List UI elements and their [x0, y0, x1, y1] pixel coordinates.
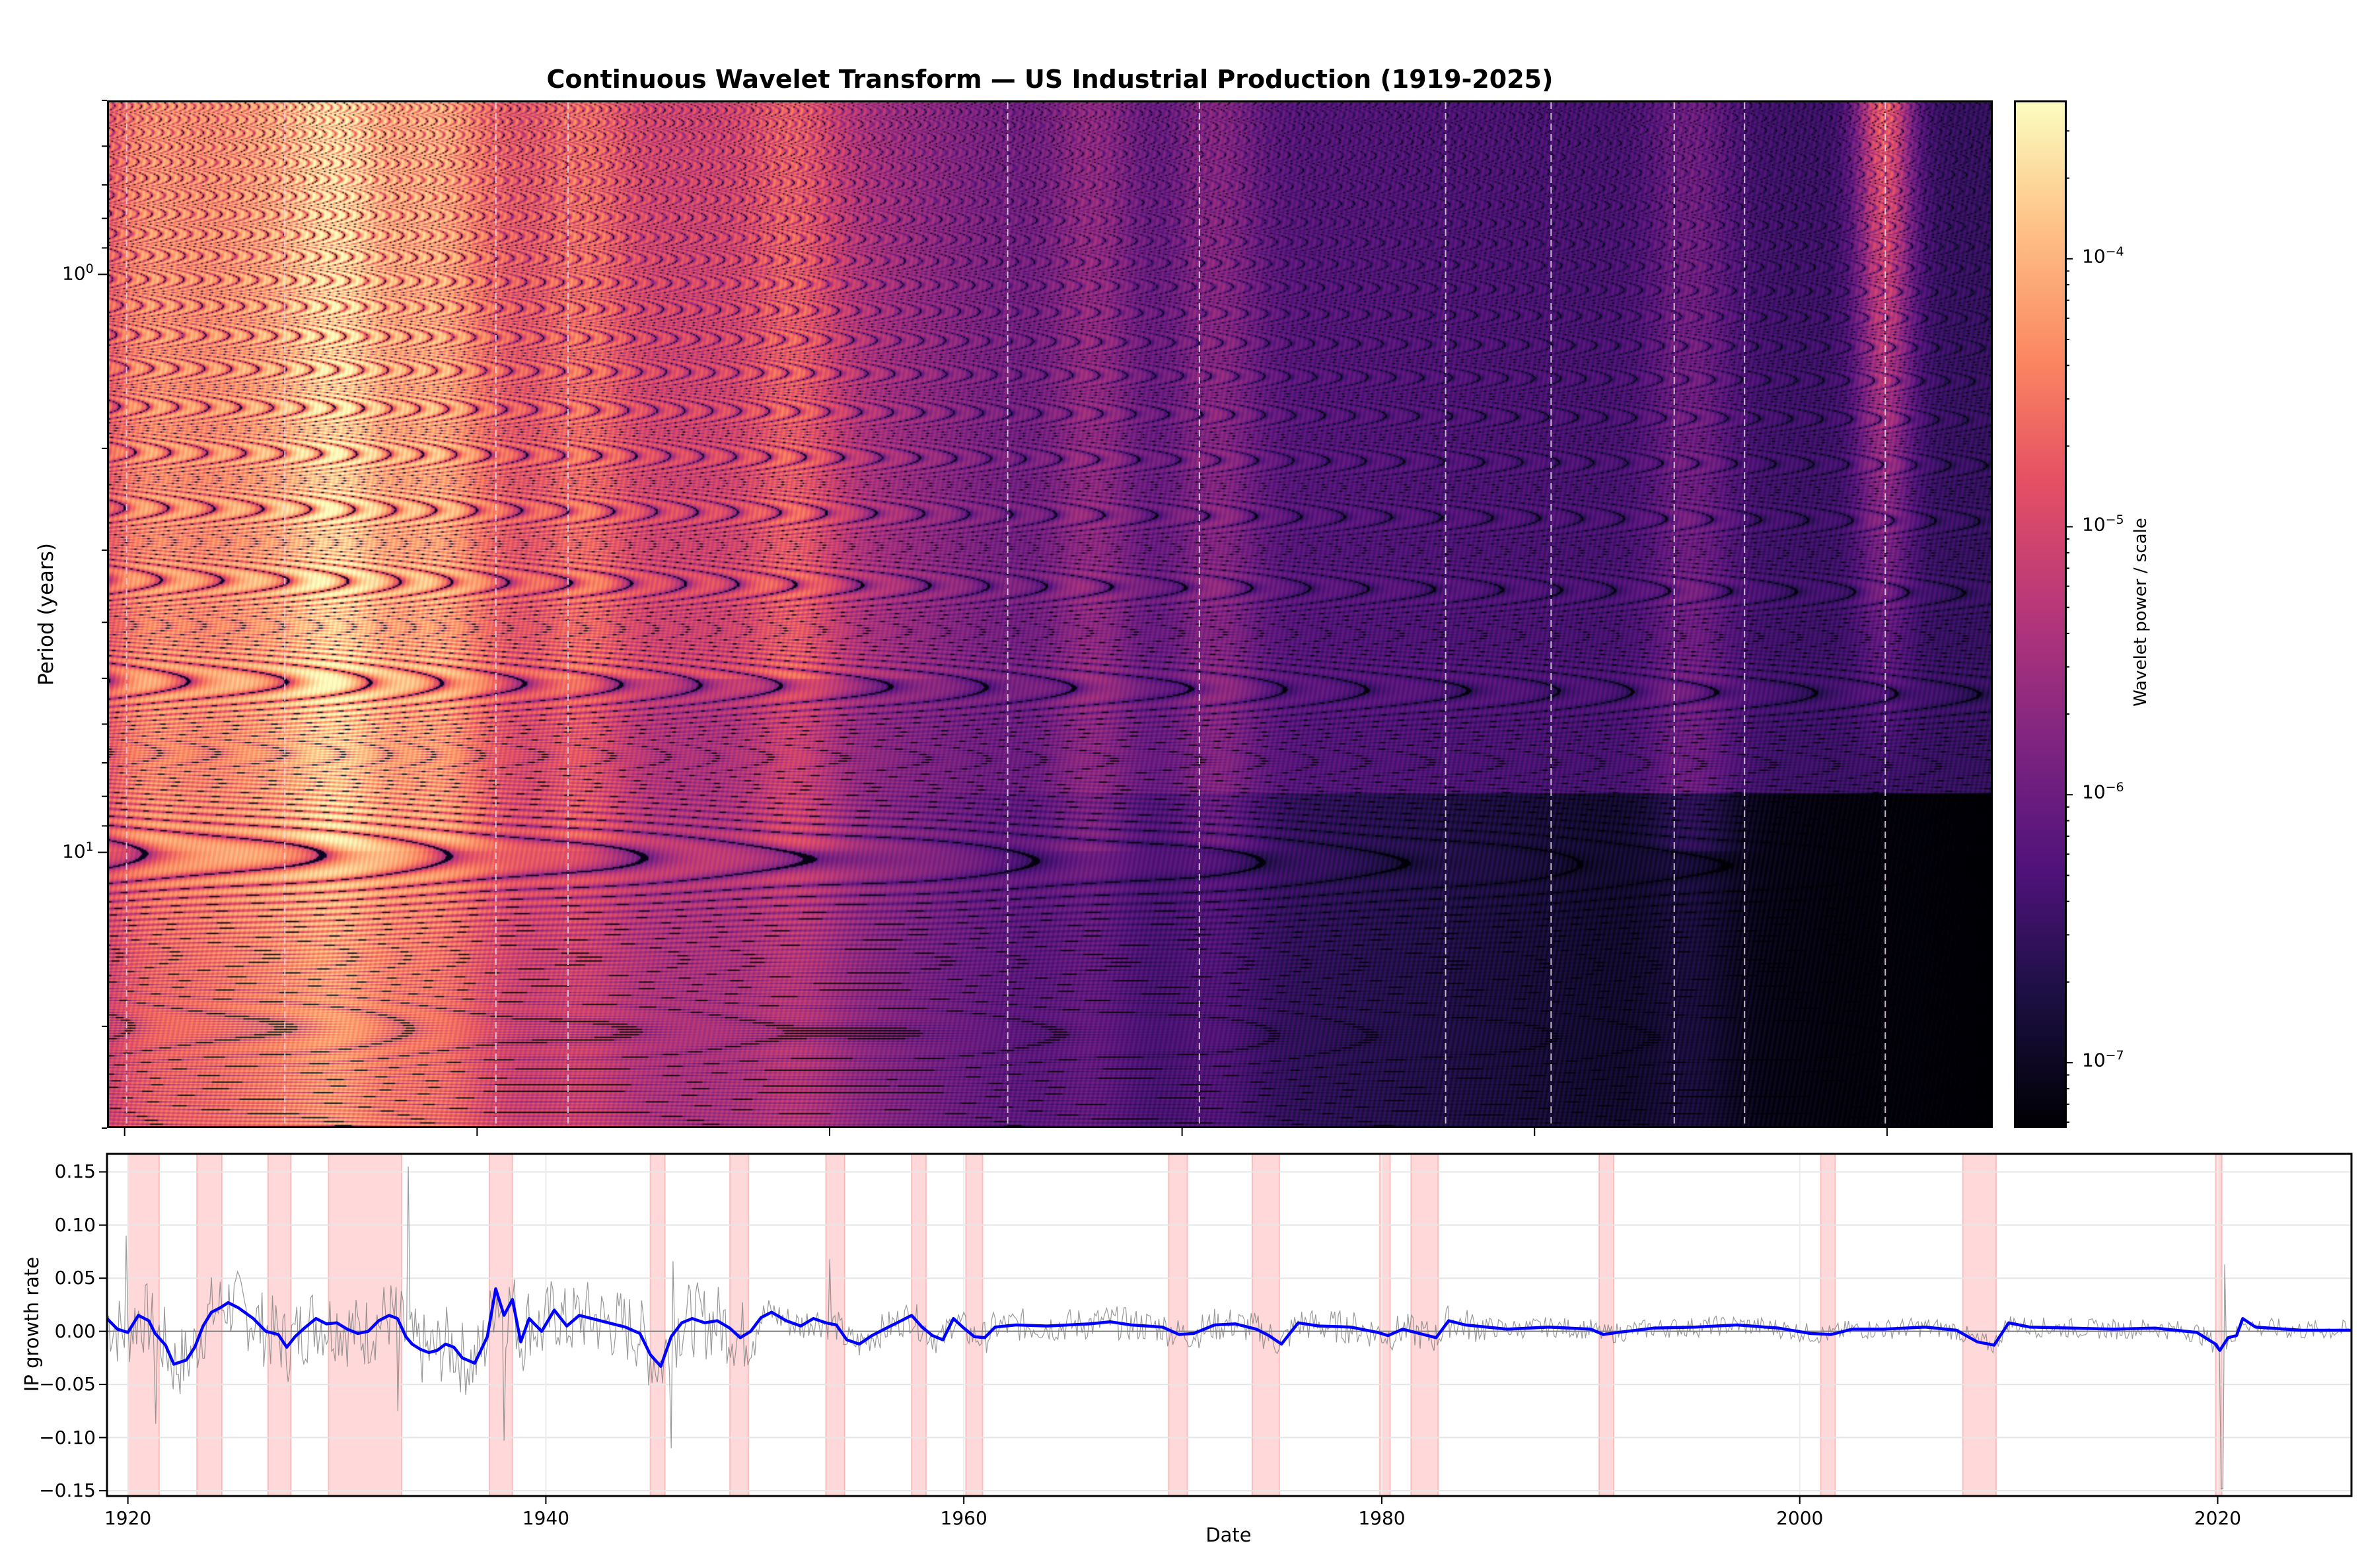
recession-band — [1962, 1153, 1997, 1497]
recession-band — [965, 1153, 984, 1497]
xtick-label: 1940 — [522, 1507, 570, 1529]
ytick-label: −0.15 — [39, 1479, 96, 1501]
recession-band — [649, 1153, 666, 1497]
growth-rate-chart — [99, 1153, 2353, 1504]
date-axis-label: Date — [1205, 1524, 1252, 1546]
colorbar-tick-1e-7: 10−7 — [2082, 1048, 2124, 1071]
wavelet-heatmap — [107, 100, 1993, 1128]
ytick-label: 0.10 — [54, 1213, 96, 1236]
ytick-label: 0.05 — [54, 1267, 96, 1289]
colorbar — [2014, 100, 2067, 1128]
ytick-label: 0.15 — [54, 1160, 96, 1183]
smoothed-growth-line — [106, 1287, 2351, 1368]
colorbar-label: Wavelet power / scale — [2131, 518, 2151, 707]
ytick-label-10e1: 101 — [62, 839, 94, 863]
recession-band — [1410, 1153, 1439, 1497]
time-axis-ticks — [124, 1127, 1888, 1136]
recession-band — [729, 1153, 750, 1497]
y-ticks — [99, 1171, 107, 1491]
plot-frame — [106, 1153, 2353, 1497]
recession-bands — [127, 1153, 2223, 1497]
ytick-label-10e0: 100 — [62, 262, 94, 285]
ytick-label: −0.10 — [39, 1426, 96, 1448]
xtick-label: 1960 — [940, 1507, 987, 1529]
chart-title: Continuous Wavelet Transform — US Indust… — [546, 65, 1554, 94]
xtick-label: 1980 — [1358, 1507, 1406, 1529]
recession-band — [1251, 1153, 1280, 1497]
recession-band — [196, 1153, 223, 1497]
period-axis-label: Period (years) — [34, 542, 58, 686]
x-ticks — [127, 1496, 2219, 1504]
monthly-growth-line — [106, 1166, 2349, 1489]
colorbar-tick-1e-4: 10−4 — [2082, 244, 2124, 267]
recession-band — [1820, 1153, 1836, 1497]
colorbar-tick-1e-6: 10−6 — [2082, 780, 2124, 803]
wavelet-power-image — [109, 102, 1991, 1126]
xtick-label: 1920 — [104, 1507, 152, 1529]
recession-dashed-lines — [125, 102, 1886, 1126]
xtick-label: 2000 — [1776, 1507, 1824, 1529]
recession-band — [1598, 1153, 1615, 1497]
period-axis — [98, 100, 107, 1129]
ytick-label: 0.00 — [54, 1320, 96, 1342]
colorbar-tick-1e-5: 10−5 — [2082, 513, 2124, 536]
colorbar-ticks — [2065, 130, 2073, 1123]
xtick-label: 2020 — [2194, 1507, 2242, 1529]
ytick-label: −0.05 — [39, 1373, 96, 1396]
recession-band — [1168, 1153, 1188, 1497]
